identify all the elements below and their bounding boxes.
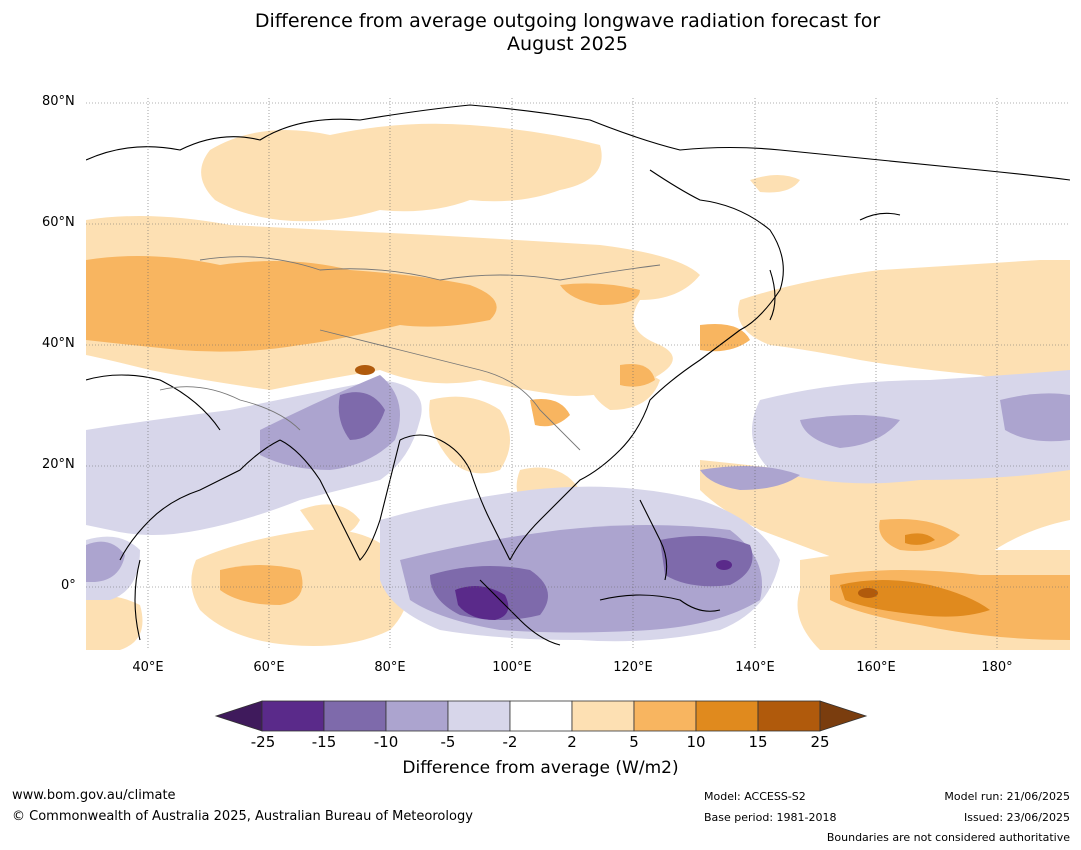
footer-boundaries-note: Boundaries are not considered authoritat… [826,831,1070,844]
lon-label-160e: 160°E [856,660,896,675]
colorbar-tick-label: 15 [748,733,768,751]
colorbar-segment [385,700,449,732]
gridlines [86,98,1070,650]
colorbar-low-extension [214,700,263,732]
colorbar-segment [261,700,325,732]
footer-issued: Issued: 23/06/2025 [963,811,1070,824]
country-borders [159,256,661,451]
map-title: Difference from average outgoing longwav… [0,10,1081,56]
colorbar-tick-label: 10 [686,733,706,751]
footer-copyright: © Commonwealth of Australia 2025, Austra… [12,809,473,824]
colorbar-title: Difference from average (W/m2) [402,758,679,778]
colorbar-high-extension [819,700,868,732]
footer-url[interactable]: www.bom.gov.au/climate [12,788,176,803]
colorbar-tick-label: -25 [250,733,276,751]
colorbar-segment [571,700,635,732]
lat-label-80n: 80°N [42,94,75,109]
anomaly-positive-extreme [355,365,878,598]
colorbar-segment [447,700,511,732]
colorbar [214,700,868,732]
colorbar-tick-label: -2 [502,733,518,751]
footer-base-period: Base period: 1981-2018 [704,811,837,824]
footer-model: Model: ACCESS-S2 [704,790,806,803]
title-line-1: Difference from average outgoing longwav… [254,10,881,32]
lon-label-40e: 40°E [132,660,164,675]
colorbar-segment [509,700,573,732]
lat-label-20n: 20°N [42,457,75,472]
colorbar-tick-label: 25 [810,733,830,751]
lat-label-0: 0° [61,578,76,593]
lat-label-60n: 60°N [42,215,75,230]
lon-label-120e: 120°E [613,660,653,675]
coastlines [86,104,1070,646]
anomaly-positive-strong [840,533,990,617]
lon-label-140e: 140°E [735,660,775,675]
colorbar-segment [695,700,759,732]
footer-model-run: Model run: 21/06/2025 [944,790,1070,803]
lon-label-180: 180° [981,660,1013,675]
colorbar-segment [633,700,697,732]
lon-label-100e: 100°E [492,660,532,675]
colorbar-tick-label: -10 [373,733,399,751]
title-line-2: August 2025 [507,33,628,55]
lat-label-40n: 40°N [42,336,75,351]
colorbar-tick-label: -5 [440,733,456,751]
colorbar-tick-label: 2 [567,733,577,751]
colorbar-segment [323,700,387,732]
colorbar-tick-label: -15 [311,733,337,751]
colorbar-segment [757,700,821,732]
colorbar-tick-label: 5 [629,733,639,751]
lon-label-60e: 60°E [253,660,285,675]
lon-label-80e: 80°E [374,660,406,675]
